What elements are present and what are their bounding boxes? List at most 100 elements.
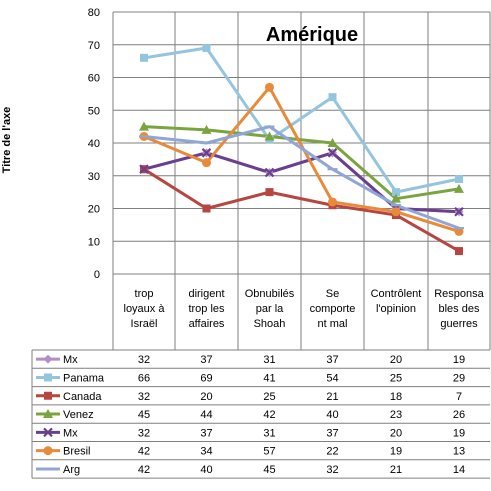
y-tick-label: 10 (88, 236, 100, 248)
category-label: par la (256, 303, 284, 315)
table-cell: 26 (453, 409, 465, 421)
y-tick-label: 30 (88, 171, 100, 183)
legend-key-marker (43, 446, 53, 456)
table-cell: 41 (263, 372, 275, 384)
legend-entry: Bresil (63, 446, 91, 458)
data-point-canada (202, 204, 211, 213)
table-cell: 19 (453, 354, 465, 366)
legend-entry: Panama (63, 372, 105, 384)
data-point-mx (201, 148, 212, 158)
data-point-venez (139, 121, 149, 131)
data-point-mx (139, 164, 149, 174)
data-point-bresil (202, 158, 211, 168)
y-axis-label: Titre de l'axe (1, 107, 13, 174)
legend-entry: Mx (63, 427, 78, 439)
category-label: Israël (131, 318, 158, 330)
table-cell: 37 (200, 354, 212, 366)
series-line-canada (143, 167, 460, 253)
category-label: comporte (310, 303, 356, 315)
data-point-canada (265, 188, 274, 197)
table-cell: 25 (263, 391, 275, 403)
data-point-panama (328, 93, 337, 102)
table-cell: 32 (138, 427, 150, 439)
table-cell: 42 (263, 409, 275, 421)
table-cell: 40 (200, 464, 212, 476)
table-cell: 37 (326, 427, 338, 439)
table-cell: 45 (138, 409, 150, 421)
data-point-mx (454, 206, 464, 217)
table-cell: 21 (390, 464, 402, 476)
table-cell: 19 (390, 446, 402, 458)
legend-key-marker (44, 391, 52, 400)
data-point-canada (455, 247, 463, 256)
legend-entry: Arg (63, 464, 80, 476)
data-point-venez (454, 183, 464, 193)
category-label: nt mal (318, 318, 348, 330)
legend-entry: Venez (63, 409, 94, 421)
table-cell: 13 (453, 446, 465, 458)
data-point-mx (327, 148, 338, 158)
data-point-panama (202, 44, 211, 53)
data-point-venez (327, 138, 338, 147)
table-cell: 40 (326, 409, 338, 421)
series-line-bresil (143, 85, 460, 233)
category-label: trop les (188, 303, 225, 315)
category-label: guerres (440, 318, 478, 330)
y-tick-label: 60 (88, 73, 100, 85)
table-cell: 32 (326, 464, 338, 476)
table-cell: 42 (138, 464, 150, 476)
y-tick-label: 20 (88, 204, 100, 216)
legend-entry: Mx (63, 354, 78, 366)
category-label: loyaux à (124, 303, 166, 315)
data-point-panama (455, 175, 463, 184)
table-cell: 54 (326, 372, 338, 384)
category-label: l'opinion (376, 303, 416, 315)
table-cell: 14 (453, 464, 465, 476)
data-point-venez (201, 124, 212, 134)
data-point-venez (391, 193, 401, 203)
series-line-venez (143, 125, 460, 201)
series-lines (143, 46, 460, 253)
table-cell: 23 (390, 409, 402, 421)
series-markers (139, 44, 464, 256)
category-label: Se (326, 288, 339, 300)
table-cell: 42 (138, 446, 150, 458)
table-cell: 69 (200, 372, 212, 384)
table-cell: 66 (138, 372, 150, 384)
series-line-panama (143, 46, 460, 194)
data-point-mx (264, 167, 275, 178)
legend-key-marker (44, 373, 52, 382)
legend-key-marker (43, 409, 53, 419)
table-cell: 21 (326, 391, 338, 403)
table-cell: 18 (390, 391, 402, 403)
table-cell: 7 (456, 391, 462, 403)
legend-entry: Canada (63, 391, 102, 403)
category-label: dirigent (188, 288, 224, 300)
category-label: Obnubilés (245, 288, 295, 300)
table-cell: 37 (200, 427, 212, 439)
table-cell: 45 (263, 464, 275, 476)
data-point-bresil (391, 207, 401, 217)
table-cell: 31 (263, 427, 275, 439)
series-line-arg (143, 125, 460, 230)
table-cell: 20 (200, 391, 212, 403)
category-label: Contrôlent (371, 288, 422, 300)
data-point-bresil (265, 82, 274, 92)
y-tick-label: 40 (88, 138, 100, 150)
legend-key-marker (43, 354, 53, 364)
table-cell: 22 (326, 446, 338, 458)
table-cell: 20 (390, 354, 402, 366)
y-tick-label: 80 (88, 7, 100, 19)
category-label: trop (135, 288, 154, 300)
table-cell: 19 (453, 427, 465, 439)
table-cell: 34 (200, 446, 212, 458)
category-label: affaires (189, 318, 225, 330)
y-tick-label: 50 (88, 105, 100, 117)
category-label: bles des (439, 303, 480, 315)
chart-title: Amérique (266, 24, 358, 46)
category-label: Responsa (434, 288, 484, 300)
table-cell: 32 (138, 354, 150, 366)
y-axis: 0 10 20 30 40 50 60 70 80 (88, 7, 114, 281)
